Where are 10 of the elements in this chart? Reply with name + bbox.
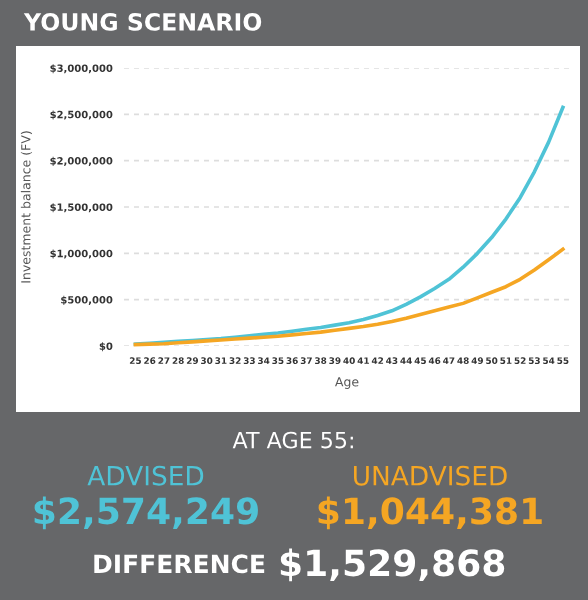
chart-title: YOUNG SCENARIO xyxy=(23,12,262,31)
text: UNADVISED xyxy=(354,465,507,486)
line-series xyxy=(133,105,565,346)
line-series xyxy=(133,247,565,347)
text: AT AGE 55: xyxy=(232,431,353,449)
text: ADVISED xyxy=(87,465,204,486)
text: $2,574,249 xyxy=(34,496,258,530)
text: $1,529,868 xyxy=(280,548,505,582)
text: DIFFERENCE xyxy=(94,554,265,574)
text: $1,044,381 xyxy=(318,496,542,530)
